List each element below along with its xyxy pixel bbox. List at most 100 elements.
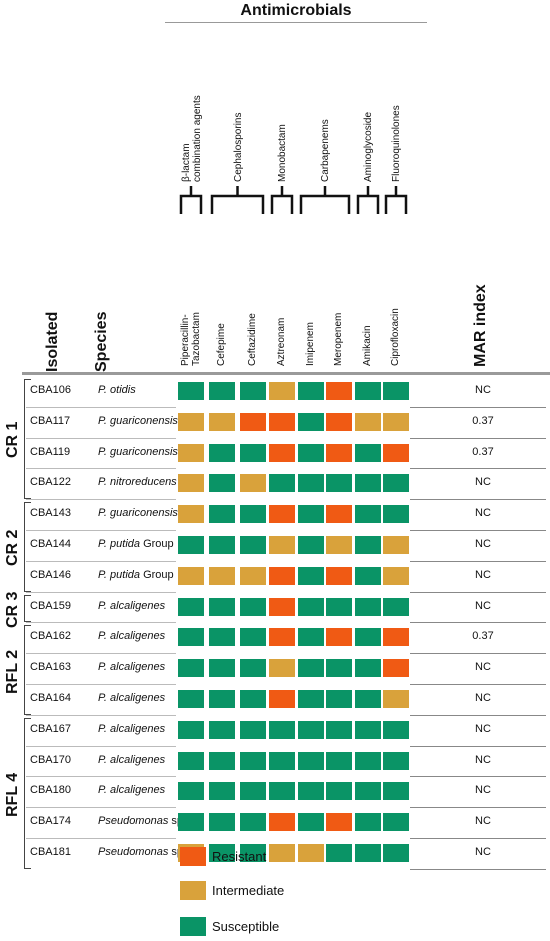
result-cell xyxy=(240,597,266,616)
result-cell xyxy=(240,690,266,708)
result-cell xyxy=(209,813,235,832)
result-cell xyxy=(240,566,266,585)
result-cell xyxy=(209,505,235,524)
group-label: RFL 2 xyxy=(4,649,21,695)
result-cell xyxy=(355,690,381,708)
isolate-id: CBA143 xyxy=(30,507,71,520)
isolate-id: CBA144 xyxy=(30,538,71,550)
result-cell xyxy=(383,474,409,493)
result-cell xyxy=(326,474,352,493)
antibiotic-label: Meropenem xyxy=(333,313,344,366)
title-rule xyxy=(165,22,427,23)
row-divider xyxy=(410,530,546,531)
class-brackets xyxy=(179,186,408,214)
isolate-id: CBA159 xyxy=(30,599,71,612)
result-cell xyxy=(298,505,324,524)
result-cell xyxy=(383,751,409,770)
group-bracket xyxy=(24,717,31,869)
antibiotic-label-line: Imipenem xyxy=(305,322,316,366)
mar-value: 0.37 xyxy=(472,445,494,458)
antibiotic-label-line: Piperacillin- xyxy=(179,314,191,366)
species-name: P. guariconensis xyxy=(98,415,178,427)
legend-swatch xyxy=(180,847,206,866)
species-name: P. putida Group xyxy=(98,569,174,581)
figure-title: Antimicrobials xyxy=(240,2,352,19)
species-italic: P. alcaligenes xyxy=(98,599,166,612)
class-label: Cephalosporins xyxy=(233,113,244,183)
result-cell xyxy=(178,782,204,801)
group-label: CR 1 xyxy=(4,421,21,459)
species-name: P. guariconensis xyxy=(98,507,178,519)
result-cell xyxy=(355,659,381,678)
result-cell xyxy=(326,720,352,739)
result-cell xyxy=(209,566,235,585)
class-label-line: Aminoglycoside xyxy=(363,111,374,182)
species-header: Species xyxy=(93,311,110,372)
result-cell xyxy=(383,720,409,739)
species-italic: P. guariconensis xyxy=(98,414,178,427)
result-cell xyxy=(298,720,324,739)
result-cell xyxy=(269,751,295,770)
result-cell xyxy=(240,720,266,739)
result-cell xyxy=(383,813,409,832)
row-divider xyxy=(410,714,546,716)
result-cell xyxy=(355,782,381,801)
result-cell xyxy=(209,412,235,431)
mar-value: NC xyxy=(475,846,491,858)
class-label: Fluoroquinolones xyxy=(391,105,402,182)
species-italic: P. guariconensis xyxy=(98,445,178,458)
result-cell xyxy=(269,382,295,400)
isolate-id: CBA146 xyxy=(30,568,71,581)
row-divider-left xyxy=(26,745,176,747)
result-cell xyxy=(269,566,295,585)
antibiotic-label: Amikacin xyxy=(362,325,373,366)
row-divider-left xyxy=(26,499,176,501)
group-bracket xyxy=(24,625,31,715)
header-separator xyxy=(22,372,550,375)
mar-value: NC xyxy=(475,568,491,581)
species-italic: Pseudomonas xyxy=(98,815,169,828)
mar-value: NC xyxy=(475,692,491,704)
result-cell xyxy=(269,659,295,678)
class-bracket xyxy=(356,186,380,214)
result-cell xyxy=(383,412,409,431)
result-cell xyxy=(355,813,381,832)
row-divider xyxy=(410,437,546,439)
result-cell xyxy=(209,690,235,708)
species-italic: P. alcaligenes xyxy=(98,722,166,735)
result-cell xyxy=(326,782,352,801)
result-cell xyxy=(383,628,409,647)
mar-value: NC xyxy=(475,753,491,766)
result-cell xyxy=(178,690,204,708)
species-italic: P. putida xyxy=(98,568,141,581)
isolate-id: CBA174 xyxy=(30,815,71,828)
row-divider-left xyxy=(26,560,176,562)
mar-value: NC xyxy=(475,507,491,520)
result-cell xyxy=(178,720,204,739)
result-cell xyxy=(178,597,204,616)
species-italic: P. guariconensis xyxy=(98,507,178,520)
result-cell xyxy=(355,844,381,862)
mar-value: NC xyxy=(475,722,491,735)
class-bracket xyxy=(179,186,203,214)
mar-index-header: MAR index xyxy=(472,284,489,367)
result-cell xyxy=(298,659,324,678)
mar-value: NC xyxy=(475,661,491,674)
result-cell xyxy=(383,844,409,862)
class-label-line: β-lactam xyxy=(181,143,192,182)
mar-value: NC xyxy=(475,476,491,489)
row-divider-left xyxy=(26,776,176,778)
row-divider-left xyxy=(26,591,176,593)
result-cell xyxy=(178,505,204,524)
result-cell xyxy=(326,597,352,616)
row-divider xyxy=(410,591,546,593)
result-cell xyxy=(209,628,235,647)
result-cell xyxy=(209,751,235,770)
legend-swatch xyxy=(180,917,206,936)
result-cell xyxy=(269,844,295,862)
result-cell xyxy=(326,751,352,770)
result-cell xyxy=(240,844,266,862)
result-cell xyxy=(298,566,324,585)
species-italic: P. alcaligenes xyxy=(98,692,166,704)
result-cell xyxy=(326,566,352,585)
